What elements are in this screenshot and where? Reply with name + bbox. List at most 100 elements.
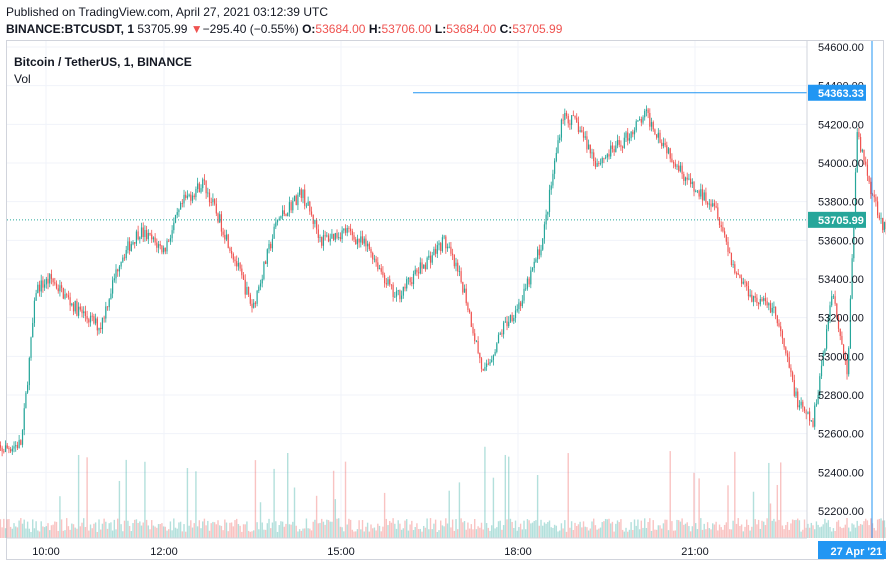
candle-body <box>259 283 262 287</box>
candle-body <box>268 243 270 250</box>
volume-bar <box>424 527 427 538</box>
volume-bar <box>655 529 658 538</box>
candle-body <box>452 253 454 255</box>
volume-bar <box>394 523 396 538</box>
volume-bar <box>108 523 110 538</box>
candle-body <box>795 391 797 396</box>
volume-bar <box>666 519 668 538</box>
candle-body <box>62 288 64 299</box>
volume-bar <box>472 529 474 538</box>
volume-bar <box>162 526 165 538</box>
volume-bar <box>557 531 559 538</box>
volume-bar <box>654 529 656 538</box>
volume-bar <box>859 524 862 538</box>
candle-body <box>227 234 229 248</box>
volume-bar <box>739 525 741 538</box>
candle-body <box>671 158 673 163</box>
volume-bar <box>593 518 595 538</box>
candle-body <box>769 303 772 313</box>
volume-bar <box>139 521 141 538</box>
close-label: C: <box>499 22 513 36</box>
candle-body <box>735 273 738 274</box>
close-value: 53705.99 <box>512 22 563 36</box>
volume-bar <box>45 526 48 538</box>
candle-body <box>185 194 187 198</box>
volume-bar <box>839 526 841 538</box>
high-value: 53706.00 <box>381 22 432 36</box>
volume-bar <box>720 527 722 538</box>
volume-bar <box>332 470 335 538</box>
candle-body <box>169 238 172 242</box>
volume-bar <box>778 519 780 538</box>
volume-bar <box>232 526 235 538</box>
candle-body <box>348 228 350 229</box>
candle-body <box>130 244 132 251</box>
volume-bar <box>251 531 253 538</box>
candle-body <box>678 165 680 172</box>
candle-body <box>401 295 403 300</box>
volume-bar <box>742 531 745 538</box>
candle-body <box>98 327 100 331</box>
volume-bar <box>559 530 561 538</box>
candle-body <box>492 355 495 360</box>
candle-body <box>188 194 190 196</box>
candle-body <box>399 290 401 300</box>
candle-body <box>479 352 481 359</box>
candle-body <box>35 293 37 301</box>
candle-body <box>95 318 97 324</box>
volume-bar <box>676 519 678 538</box>
volume-bar <box>797 518 799 538</box>
candle-body <box>640 119 642 123</box>
volume-bar <box>880 518 882 538</box>
volume-bar <box>137 523 139 538</box>
crosshair-time-bg <box>818 541 886 559</box>
chart-frame[interactable] <box>6 40 884 560</box>
volume-bar <box>701 529 704 538</box>
volume-bar <box>615 523 617 538</box>
candle-body <box>809 411 811 421</box>
volume-bar <box>402 528 405 538</box>
volume-bar <box>60 519 63 538</box>
volume-bar <box>538 525 541 538</box>
candle-body <box>191 195 194 201</box>
candle-body <box>656 134 658 138</box>
candle-body <box>256 290 258 304</box>
volume-bar <box>89 524 92 538</box>
volume-bar <box>149 529 151 538</box>
volume-bar <box>3 518 5 538</box>
volume-bar <box>569 527 571 538</box>
volume-bar <box>166 530 168 538</box>
volume-bar <box>120 524 122 538</box>
volume-bar <box>351 529 354 538</box>
candle-body <box>667 148 670 154</box>
volume-bar <box>445 518 447 538</box>
candle-body <box>312 214 314 224</box>
candle-body <box>254 302 257 304</box>
candle-body <box>324 235 326 237</box>
volume-bar <box>526 519 529 538</box>
volume-bar <box>788 529 790 538</box>
price-tick-label: 52400.00 <box>818 467 864 479</box>
candle-body <box>775 306 777 316</box>
candle-body <box>336 233 338 238</box>
candle-body <box>283 210 285 215</box>
volume-bar <box>674 530 677 538</box>
volume-bar <box>96 531 99 538</box>
candle-body <box>222 231 224 235</box>
volume-bar <box>144 461 146 538</box>
candle-body <box>3 451 5 453</box>
candle-body <box>880 217 882 219</box>
volume-bar <box>525 529 527 538</box>
volume-bar <box>336 518 338 538</box>
volume-bar <box>368 531 371 538</box>
candle-body <box>112 280 114 294</box>
volume-bar <box>389 520 391 538</box>
volume-bar <box>870 518 872 538</box>
volume-bar <box>127 520 129 538</box>
volume-bar <box>769 503 772 538</box>
volume-bar <box>644 518 646 538</box>
candle-body <box>428 255 430 258</box>
candle-body <box>827 317 829 330</box>
volume-bar <box>222 530 224 538</box>
